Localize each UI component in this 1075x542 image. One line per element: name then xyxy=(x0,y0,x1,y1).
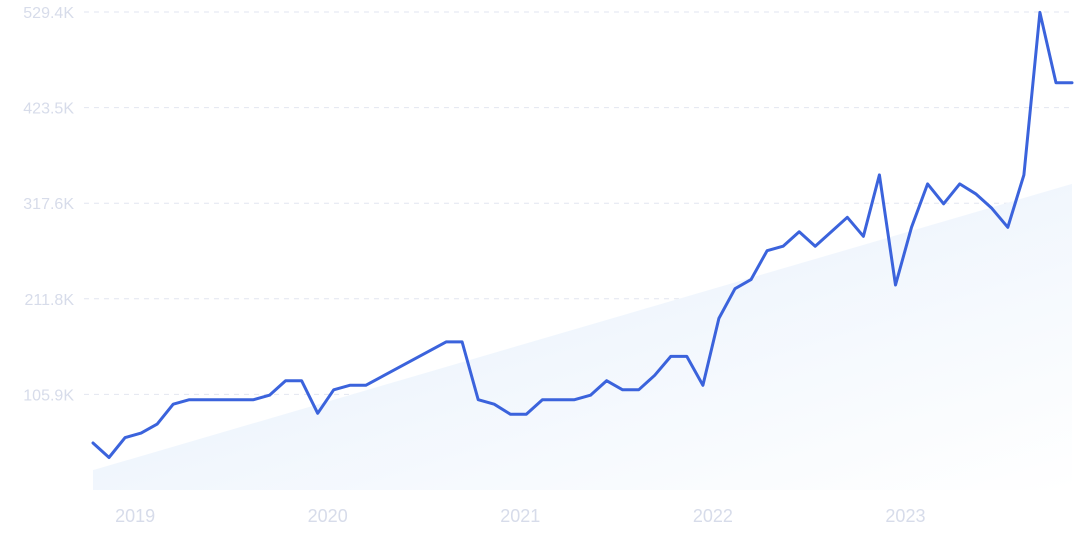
x-tick-label: 2019 xyxy=(115,506,155,526)
x-tick-layer: 2019 2020 2021 2022 2023 xyxy=(115,506,925,526)
line-layer xyxy=(91,10,1074,459)
y-tick-label: 317.6K xyxy=(23,196,74,213)
y-tick-label: 423.5K xyxy=(23,101,74,118)
y-tick-label: 529.4K xyxy=(23,5,74,22)
series-line xyxy=(91,10,1074,459)
x-tick-label: 2021 xyxy=(500,506,540,526)
x-tick-label: 2023 xyxy=(885,506,925,526)
y-tick-layer: 105.9K 211.8K 317.6K 423.5K 529.4K xyxy=(23,5,74,404)
trend-area xyxy=(93,183,1072,490)
x-tick-label: 2020 xyxy=(308,506,348,526)
trend-layer xyxy=(93,183,1072,490)
x-tick-label: 2022 xyxy=(693,506,733,526)
y-tick-label: 105.9K xyxy=(23,387,74,404)
y-tick-label: 211.8K xyxy=(24,292,74,309)
